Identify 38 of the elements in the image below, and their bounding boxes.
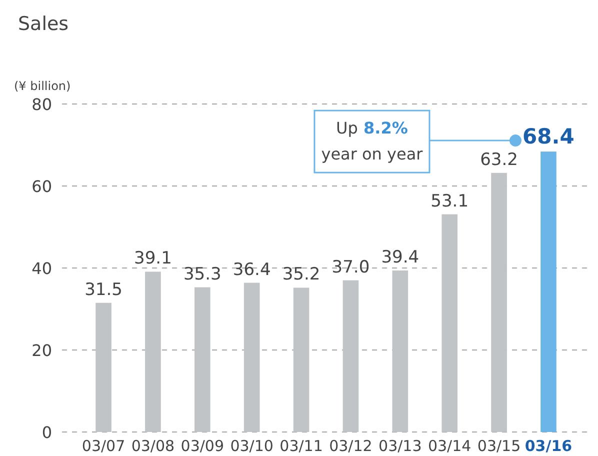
bar	[442, 214, 458, 432]
y-tick-label: 80	[32, 95, 52, 114]
bar	[342, 280, 359, 432]
data-label: 39.1	[134, 248, 172, 269]
data-label: 68.4	[522, 124, 574, 149]
data-label: 35.3	[183, 264, 222, 284]
chart-title: Sales	[18, 13, 69, 35]
data-label: 35.2	[282, 264, 320, 285]
x-tick-label: 03/15	[477, 437, 521, 455]
bar	[244, 282, 260, 432]
bar	[540, 152, 556, 432]
annotation: Up 8.2% year on year	[321, 118, 424, 164]
bar	[392, 270, 408, 432]
bar	[491, 172, 507, 432]
y-tick-label: 20	[32, 341, 52, 360]
y-tick-label: 0	[42, 423, 52, 442]
y-tick-label: 60	[32, 177, 52, 196]
data-label: 39.4	[381, 247, 420, 268]
data-label: 36.4	[232, 260, 271, 280]
x-tick-label: 03/16	[524, 437, 572, 455]
data-label: 63.2	[480, 150, 518, 170]
x-tick-label: 03/14	[428, 437, 472, 455]
x-tick-label: 03/08	[131, 437, 175, 455]
x-tick-label: 03/10	[230, 437, 274, 455]
x-tick-label: 03/09	[180, 437, 224, 455]
x-tick-label: 03/12	[329, 437, 372, 455]
y-tick-label: 40	[32, 259, 52, 278]
data-label: 53.1	[430, 191, 469, 212]
data-label: 31.5	[84, 280, 122, 300]
y-axis-title: (¥ billion)	[14, 79, 71, 93]
x-tick-label: 03/13	[378, 437, 422, 455]
x-tick-label: 03/11	[280, 437, 323, 455]
x-tick-label: 03/07	[82, 437, 126, 455]
bar	[194, 287, 210, 432]
bar	[96, 302, 112, 432]
bar	[145, 272, 161, 432]
bar	[293, 288, 310, 432]
data-label: 37.0	[332, 257, 370, 278]
